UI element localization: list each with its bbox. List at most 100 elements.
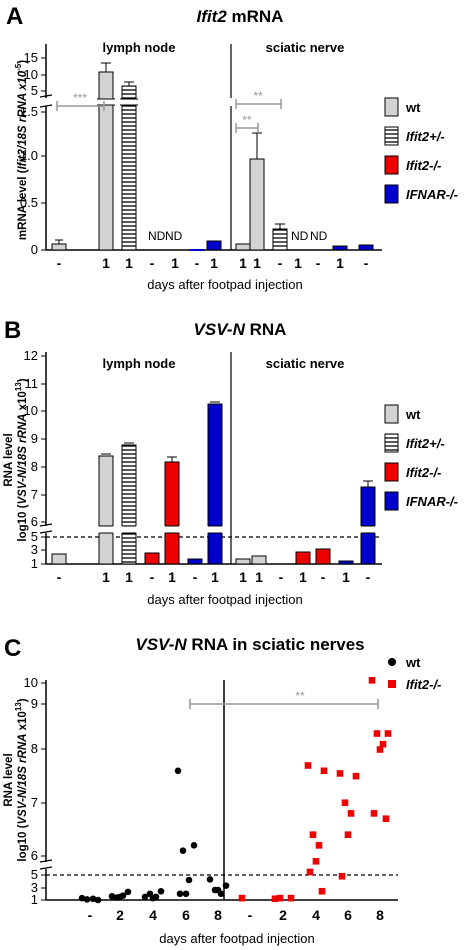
legend-label: Ifit2-/- [406, 677, 441, 692]
xtick-label: - [279, 569, 284, 585]
xtick-label: 1 [342, 569, 350, 585]
panel-c-letter: C [4, 635, 21, 662]
xtick-label: - [150, 569, 155, 585]
bar-break-cover [95, 526, 225, 533]
legend-swatch [384, 97, 399, 117]
legend-swatch [384, 433, 399, 453]
panel-b-title: VSV-N RNA [194, 320, 287, 339]
panel-b-yticks: 1 3 5 6 7 8 9 10 11 12 [24, 348, 46, 571]
sig-label: ** [295, 689, 305, 703]
point-ifit2-ko [379, 740, 387, 748]
xtick-label: 1 [255, 569, 263, 585]
panel-b-section-left: lymph node [103, 356, 176, 371]
xtick-label: - [316, 255, 321, 271]
panel-a-section-left: lymph node [103, 40, 176, 55]
scatter-points [78, 676, 392, 904]
point-ifit2-ko [315, 842, 323, 849]
sig-label: ** [253, 89, 263, 103]
xtick-label: 1 [168, 569, 176, 585]
panel-b-axis-break [40, 526, 54, 533]
xtick-label: 6 [182, 907, 190, 923]
nd-label: ND [165, 229, 183, 243]
legend-label: wt [405, 655, 421, 670]
xtick-label: 6 [344, 907, 352, 923]
ytick-label: 9 [31, 696, 38, 711]
xtick-label: - [195, 255, 200, 271]
point-ifit2-ko [320, 767, 328, 775]
point-ifit2-ko [370, 810, 378, 817]
legend-panel-c: wt Ifit2-/- [388, 655, 441, 692]
point-wt [185, 876, 193, 884]
legend-label: IFNAR-/- [406, 494, 458, 509]
panel-b: B VSV-N RNA RNA level log10 (VSV-N/18S r… [3, 317, 382, 607]
ytick-label: 8 [31, 459, 38, 474]
ytick-label: 0.5 [20, 195, 38, 210]
break-mark [39, 104, 53, 108]
legend-label: Ifit2+/- [406, 129, 445, 144]
panel-c-ylabel-1: RNA level [3, 753, 15, 806]
panel-c-axis-break [40, 862, 54, 869]
point-ifit2-ko [312, 858, 320, 865]
panel-c-ylabel-2: log10 (VSV-N/18S rRNA x1013) [14, 698, 29, 861]
panel-a-letter: A [6, 3, 23, 30]
point-ifit2-ko [336, 770, 344, 777]
bar-break-cover [355, 526, 379, 533]
legend-label: IFNAR-/- [406, 187, 458, 202]
xtick-label: - [193, 569, 198, 585]
point-wt [190, 842, 198, 849]
xtick-label: - [366, 569, 371, 585]
xtick-label: 4 [312, 907, 320, 923]
ytick-label: 7 [31, 487, 38, 502]
ytick-label: 9 [31, 431, 38, 446]
bar-b-wt-ln-ctrl [51, 553, 67, 565]
xtick-label: 1 [336, 255, 344, 271]
xtick-label: 1 [102, 255, 110, 271]
break-mark [39, 94, 53, 98]
legend-label: wt [405, 100, 421, 115]
bar-b-ko-sn-d1 [315, 548, 331, 565]
panel-a-xlabel: days after footpad injection [147, 277, 302, 292]
point-ifit2-ko [238, 894, 246, 902]
bar-a-ifnar-ln-d1 [206, 240, 222, 251]
xtick-label: 1 [210, 255, 218, 271]
ytick-label: 1 [31, 556, 38, 571]
break-edges [99, 525, 222, 534]
bar-b-ifnar-ln-d1 [207, 403, 223, 565]
legend-swatch [384, 404, 399, 424]
legend-label: Ifit2+/- [406, 436, 445, 451]
xtick-label: 1 [239, 569, 247, 585]
ytick-label: 11 [25, 376, 39, 391]
bar-b-wt-ln-d1 [98, 455, 114, 565]
ytick-label: 15 [24, 50, 38, 65]
ytick-label: 7 [31, 795, 38, 810]
xtick-label: 1 [253, 255, 261, 271]
ytick-label: 1.5 [20, 104, 38, 119]
ytick-label: 10 [24, 67, 38, 82]
bar-b-ko-ln-d1 [164, 461, 180, 565]
ytick-label: 10 [24, 403, 38, 418]
point-ifit2-ko [304, 762, 312, 769]
bar-b-ifnar-sn-ctrl [338, 560, 354, 565]
xtick-label: 4 [149, 907, 157, 923]
ytick-label: 0 [31, 242, 38, 257]
legend-swatch [384, 491, 399, 511]
break-mark [39, 859, 53, 863]
ytick-label: 5 [31, 867, 38, 882]
ytick-label: 1.0 [20, 148, 38, 163]
panel-a-ylabel: mRNA level (Ifit2/18S rRNA x10-5) [14, 60, 29, 240]
ytick-label: 3 [31, 542, 38, 557]
legend-label: wt [405, 407, 421, 422]
point-ifit2-ko [384, 730, 392, 737]
legend-marker [388, 680, 396, 688]
point-wt [89, 895, 97, 903]
legend-swatch [384, 126, 399, 146]
ytick-label: 5 [31, 529, 38, 544]
point-wt [157, 887, 165, 895]
ytick-label: 6 [31, 848, 38, 863]
legend-panel-b: wt Ifit2+/- Ifit2-/- IFNAR-/- [384, 404, 458, 511]
point-wt [179, 847, 187, 854]
point-ifit2-ko [341, 799, 349, 807]
xtick-label: - [248, 907, 253, 923]
xtick-label: - [88, 907, 93, 923]
